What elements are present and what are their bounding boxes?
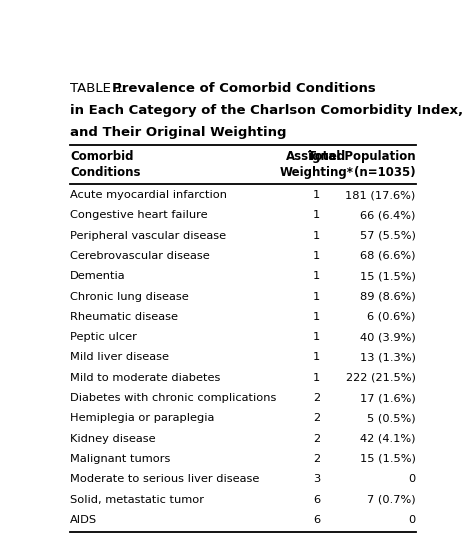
Text: 1: 1 bbox=[313, 190, 320, 200]
Text: 1: 1 bbox=[313, 231, 320, 240]
Text: Rheumatic disease: Rheumatic disease bbox=[70, 312, 178, 322]
Text: 3: 3 bbox=[313, 475, 320, 484]
Text: Solid, metastatic tumor: Solid, metastatic tumor bbox=[70, 494, 204, 505]
Text: 13 (1.3%): 13 (1.3%) bbox=[360, 352, 416, 363]
Text: Cerebrovascular disease: Cerebrovascular disease bbox=[70, 251, 210, 261]
Text: 2: 2 bbox=[313, 393, 320, 403]
Text: 1: 1 bbox=[313, 352, 320, 363]
Text: 15 (1.5%): 15 (1.5%) bbox=[360, 271, 416, 281]
Text: 42 (4.1%): 42 (4.1%) bbox=[360, 434, 416, 444]
Text: 7 (0.7%): 7 (0.7%) bbox=[367, 494, 416, 505]
Text: 1: 1 bbox=[313, 251, 320, 261]
Text: 17 (1.6%): 17 (1.6%) bbox=[360, 393, 416, 403]
Text: 15 (1.5%): 15 (1.5%) bbox=[360, 454, 416, 464]
Text: 2: 2 bbox=[313, 454, 320, 464]
Text: 68 (6.6%): 68 (6.6%) bbox=[360, 251, 416, 261]
Text: 57 (5.5%): 57 (5.5%) bbox=[360, 231, 416, 240]
Text: 0: 0 bbox=[408, 515, 416, 525]
Text: 5 (0.5%): 5 (0.5%) bbox=[367, 413, 416, 423]
Text: Mild liver disease: Mild liver disease bbox=[70, 352, 169, 363]
Text: Comorbid
Conditions: Comorbid Conditions bbox=[70, 150, 141, 179]
Text: 0: 0 bbox=[408, 475, 416, 484]
Text: Hemiplegia or paraplegia: Hemiplegia or paraplegia bbox=[70, 413, 215, 423]
Text: in Each Category of the Charlson Comorbidity Index,: in Each Category of the Charlson Comorbi… bbox=[70, 104, 464, 117]
Text: Assigned
Weighting*: Assigned Weighting* bbox=[279, 150, 354, 179]
Text: AIDS: AIDS bbox=[70, 515, 97, 525]
Text: Chronic lung disease: Chronic lung disease bbox=[70, 292, 189, 302]
Text: 1: 1 bbox=[313, 312, 320, 322]
Text: TABLE 1.: TABLE 1. bbox=[70, 82, 132, 95]
Text: 2: 2 bbox=[313, 434, 320, 444]
Text: 1: 1 bbox=[313, 373, 320, 383]
Text: 222 (21.5%): 222 (21.5%) bbox=[346, 373, 416, 383]
Text: Acute myocardial infarction: Acute myocardial infarction bbox=[70, 190, 227, 200]
Text: 1: 1 bbox=[313, 271, 320, 281]
Text: Malignant tumors: Malignant tumors bbox=[70, 454, 171, 464]
Text: 89 (8.6%): 89 (8.6%) bbox=[360, 292, 416, 302]
Text: Kidney disease: Kidney disease bbox=[70, 434, 156, 444]
Text: Peptic ulcer: Peptic ulcer bbox=[70, 332, 137, 342]
Text: 40 (3.9%): 40 (3.9%) bbox=[360, 332, 416, 342]
Text: Diabetes with chronic complications: Diabetes with chronic complications bbox=[70, 393, 277, 403]
Text: 6: 6 bbox=[313, 515, 320, 525]
Text: Dementia: Dementia bbox=[70, 271, 126, 281]
Text: 1: 1 bbox=[313, 292, 320, 302]
Text: Mild to moderate diabetes: Mild to moderate diabetes bbox=[70, 373, 220, 383]
Text: 1: 1 bbox=[313, 332, 320, 342]
Text: Peripheral vascular disease: Peripheral vascular disease bbox=[70, 231, 227, 240]
Text: Congestive heart failure: Congestive heart failure bbox=[70, 210, 208, 221]
Text: 66 (6.4%): 66 (6.4%) bbox=[360, 210, 416, 221]
Text: and Their Original Weighting: and Their Original Weighting bbox=[70, 126, 287, 139]
Text: 181 (17.6%): 181 (17.6%) bbox=[346, 190, 416, 200]
Text: Moderate to serious liver disease: Moderate to serious liver disease bbox=[70, 475, 260, 484]
Text: Total Population
(n=1035): Total Population (n=1035) bbox=[308, 150, 416, 179]
Text: Prevalence of Comorbid Conditions: Prevalence of Comorbid Conditions bbox=[112, 82, 375, 95]
Text: 6: 6 bbox=[313, 494, 320, 505]
Text: 1: 1 bbox=[313, 210, 320, 221]
Text: 2: 2 bbox=[313, 413, 320, 423]
Text: 6 (0.6%): 6 (0.6%) bbox=[367, 312, 416, 322]
